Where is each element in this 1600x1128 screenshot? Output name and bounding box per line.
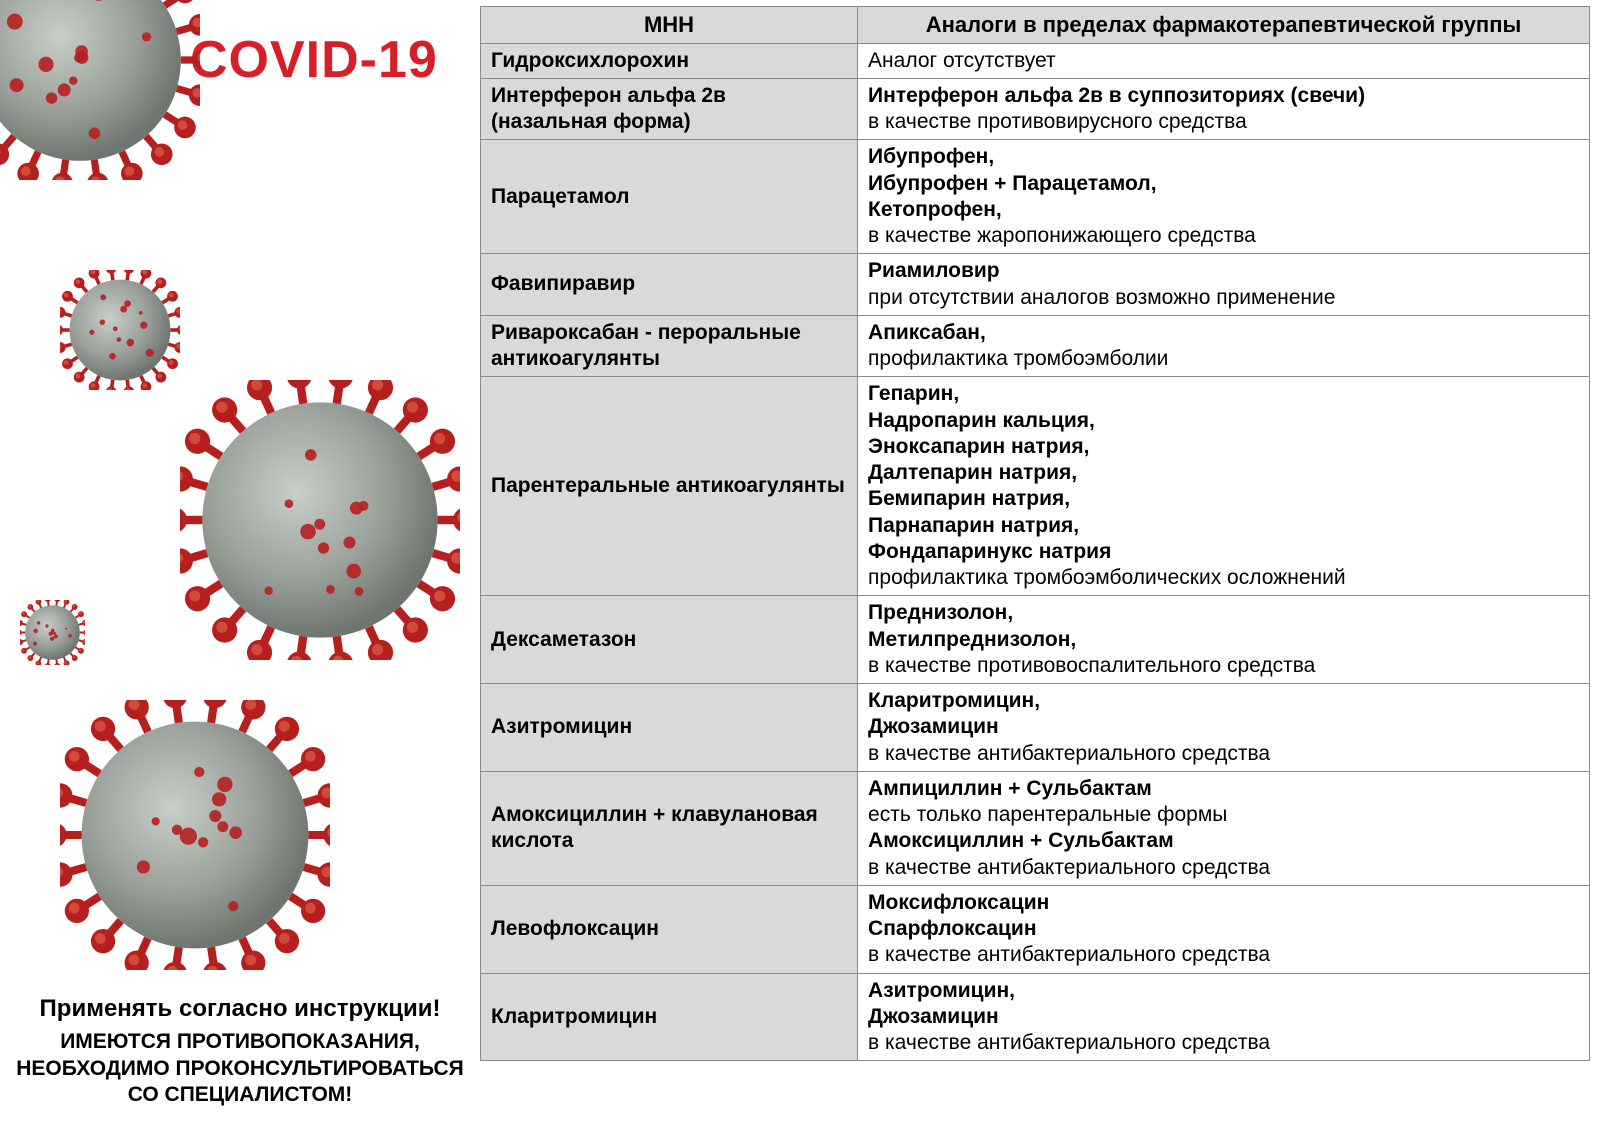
virus-icon xyxy=(0,0,200,180)
table-row: Гидроксихлорохин Аналог отсутствует xyxy=(481,43,1590,78)
cell-mhh: Парацетамол xyxy=(481,140,858,254)
table-row: Азитромицин Кларитромицин, Джозамицин в кач… xyxy=(481,684,1590,772)
cell-mhh: Азитромицин xyxy=(481,684,858,772)
cell-analog: Ампициллин + Сульбактам есть только парен… xyxy=(858,771,1590,885)
virus-icon xyxy=(20,600,85,665)
analog-plain-text: в качестве жаропонижающего средства xyxy=(868,224,1256,247)
drug-analog-table: МНН Аналоги в пределах фармакотерапевтич… xyxy=(480,6,1590,1061)
analog-bold-text: Фондапаринукс натрия xyxy=(868,540,1111,563)
analog-bold-text: Метилпреднизолон, xyxy=(868,628,1076,651)
cell-mhh: Левофлоксацин xyxy=(481,885,858,973)
cell-analog: Моксифлоксацин Спарфлоксацин в качестве ан… xyxy=(858,885,1590,973)
analog-plain-text: в качестве противовирусного средства xyxy=(868,110,1247,133)
analog-bold-text: Риамиловир xyxy=(868,259,1000,282)
cell-mhh: Парентеральные антикоагулянты xyxy=(481,377,858,596)
cell-analog: Риамиловир при отсутствии аналогов возмож… xyxy=(858,254,1590,316)
virus-icon xyxy=(60,270,180,390)
virus-icon xyxy=(180,380,460,660)
analog-plain-text: профилактика тромбоэмболических осложнен… xyxy=(868,566,1346,589)
cell-analog: Апиксабан, профилактика тромбоэмболии xyxy=(858,315,1590,377)
cell-mhh: Гидроксихлорохин xyxy=(481,43,858,78)
analog-bold-text: Джозамицин xyxy=(868,1005,999,1028)
cell-mhh: Дексаметазон xyxy=(481,596,858,684)
analog-plain-text: в качестве противовоспалительного средст… xyxy=(868,654,1315,677)
table-row: Фавипиравир Риамиловир при отсутствии анал… xyxy=(481,254,1590,316)
analog-plain-text: в качестве антибактериального средства xyxy=(868,943,1270,966)
analog-bold-text: Интерферон альфа 2в в суппозиториях (све… xyxy=(868,84,1365,107)
cell-mhh: Интерферон альфа 2в (назальная форма) xyxy=(481,78,858,140)
analog-plain-text: при отсутствии аналогов возможно примене… xyxy=(868,286,1335,309)
analog-plain-text: профилактика тромбоэмболии xyxy=(868,347,1168,370)
analog-plain-text: в качестве антибактериального средства xyxy=(868,856,1270,879)
cell-analog: Гепарин, Надропарин кальция, Эноксапарин н… xyxy=(858,377,1590,596)
warning-block: Применять согласно инструкции! ИМЕЮТСЯ П… xyxy=(0,995,480,1108)
table-body: Гидроксихлорохин Аналог отсутствует Интерф… xyxy=(481,43,1590,1061)
cell-mhh: Ривароксабан - пероральные антикоагулянт… xyxy=(481,315,858,377)
analog-bold-text: Ампициллин + Сульбактам xyxy=(868,777,1152,800)
cell-analog: Азитромицин, Джозамицин в качестве антибак… xyxy=(858,973,1590,1061)
cell-analog: Преднизолон, Метилпреднизолон, в качестве … xyxy=(858,596,1590,684)
analog-bold-text: Апиксабан, xyxy=(868,321,986,344)
cell-analog: Аналог отсутствует xyxy=(858,43,1590,78)
right-panel: МНН Аналоги в пределах фармакотерапевтич… xyxy=(480,0,1600,1128)
virus-icon xyxy=(60,700,330,970)
table-row: Дексаметазон Преднизолон, Метилпреднизолон… xyxy=(481,596,1590,684)
analog-bold-text: Моксифлоксацин xyxy=(868,891,1049,914)
analog-bold-text: Спарфлоксацин xyxy=(868,917,1036,940)
analog-plain-text: Аналог отсутствует xyxy=(868,49,1056,72)
cell-analog: Интерферон альфа 2в в суппозиториях (све… xyxy=(858,78,1590,140)
table-header-row: МНН Аналоги в пределах фармакотерапевтич… xyxy=(481,7,1590,44)
table-row: Амоксициллин + клавулановая кислотаАмпиц… xyxy=(481,771,1590,885)
analog-bold-text: Ибупрофен, xyxy=(868,145,994,168)
analog-bold-text: Парнапарин натрия, xyxy=(868,514,1079,537)
analog-plain-text: в качестве антибактериального средства xyxy=(868,742,1270,765)
table-row: Парацетамол Ибупрофен, Ибупрофен + Парацет… xyxy=(481,140,1590,254)
analog-bold-text: Преднизолон, xyxy=(868,601,1013,624)
table-row: Интерферон альфа 2в (назальная форма) Инт… xyxy=(481,78,1590,140)
warning-line-2: ИМЕЮТСЯ ПРОТИВОПОКАЗАНИЯ, НЕОБХОДИМО ПРО… xyxy=(0,1029,480,1108)
table-row: Кларитромицин Азитромицин, Джозамицин в кач… xyxy=(481,973,1590,1061)
analog-bold-text: Надропарин кальция, xyxy=(868,409,1095,432)
warning-line-1: Применять согласно инструкции! xyxy=(0,995,480,1023)
cell-analog: Ибупрофен, Ибупрофен + Парацетамол, Кетопр… xyxy=(858,140,1590,254)
analog-bold-text: Далтепарин натрия, xyxy=(868,461,1077,484)
cell-mhh: Фавипиравир xyxy=(481,254,858,316)
analog-bold-text: Амоксициллин + Сульбактам xyxy=(868,829,1174,852)
analog-bold-text: Эноксапарин натрия, xyxy=(868,435,1089,458)
analog-bold-text: Бемипарин натрия, xyxy=(868,487,1070,510)
analog-bold-text: Джозамицин xyxy=(868,715,999,738)
cell-mhh: Амоксициллин + клавулановая кислота xyxy=(481,771,858,885)
table-row: Ривароксабан - пероральные антикоагулянт… xyxy=(481,315,1590,377)
left-panel: COVID-19 xyxy=(0,0,480,1128)
header-analog: Аналоги в пределах фармакотерапевтическо… xyxy=(858,7,1590,44)
analog-plain-text: в качестве антибактериального средства xyxy=(868,1031,1270,1054)
cell-analog: Кларитромицин, Джозамицин в качестве антиб… xyxy=(858,684,1590,772)
analog-bold-text: Кетопрофен, xyxy=(868,198,1002,221)
table-row: Левофлоксацин Моксифлоксацин Спарфлоксацин… xyxy=(481,885,1590,973)
analog-plain-text: есть только парентеральные формы xyxy=(868,803,1227,826)
table-row: Парентеральные антикоагулянты Гепарин, Над… xyxy=(481,377,1590,596)
analog-bold-text: Ибупрофен + Парацетамол, xyxy=(868,172,1157,195)
analog-bold-text: Азитромицин, xyxy=(868,979,1015,1002)
header-mhh: МНН xyxy=(481,7,858,44)
cell-mhh: Кларитромицин xyxy=(481,973,858,1061)
covid-title: COVID-19 xyxy=(190,30,438,90)
analog-bold-text: Кларитромицин, xyxy=(868,689,1040,712)
analog-bold-text: Гепарин, xyxy=(868,382,959,405)
